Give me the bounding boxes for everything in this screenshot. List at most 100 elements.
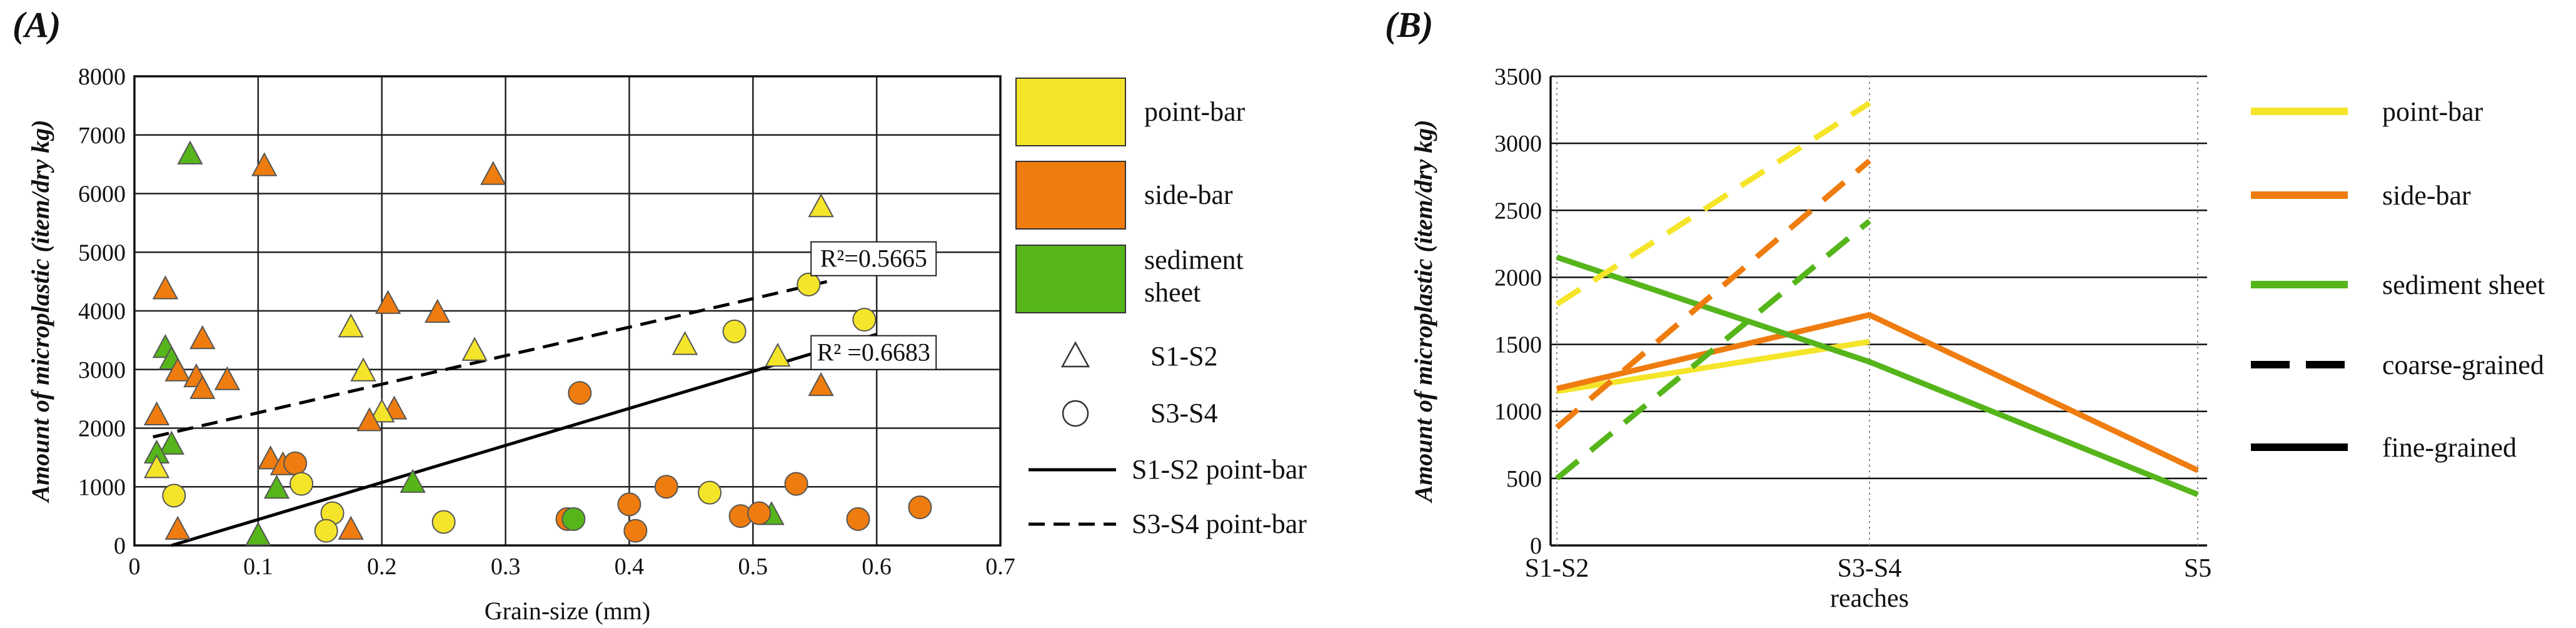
series-line-side-bar-fine-grained bbox=[1556, 311, 2199, 474]
legend-swatch-sediment-sheet bbox=[1015, 245, 1126, 313]
legend-marker-triangle bbox=[1060, 341, 1090, 368]
data-point-circle-point-bar bbox=[722, 319, 747, 343]
data-point-circle-side-bar bbox=[568, 381, 592, 405]
data-point-triangle-sediment-sheet bbox=[400, 468, 426, 493]
legend-label-sediment-sheet: sheet bbox=[1144, 277, 1200, 308]
data-point-triangle-side-bar bbox=[214, 366, 241, 390]
data-point-circle-side-bar bbox=[846, 507, 870, 531]
y-tick-label: 0 bbox=[114, 533, 126, 559]
legend-label-s12-line: S1-S2 point-bar bbox=[1132, 454, 1307, 485]
y-tick-label: 4000 bbox=[78, 298, 126, 325]
legend-swatch-side-bar bbox=[1015, 161, 1126, 230]
x-tick-label: 0.2 bbox=[367, 554, 397, 580]
y-axis-title: Amount of microplastic (item/dry kg) bbox=[1409, 119, 1437, 504]
y-tick-label: 2500 bbox=[1494, 198, 1542, 224]
data-point-circle-side-bar bbox=[784, 472, 808, 496]
x-tick-label: 0.5 bbox=[738, 554, 768, 580]
data-point-circle-side-bar bbox=[617, 492, 641, 517]
line-chart-b: 0 500 1000 1500 2000 2500 3000 3500 S1-S2 S3-S4 S5… bbox=[1409, 64, 2545, 613]
data-point-triangle-point-bar bbox=[808, 193, 834, 218]
data-point-circle-point-bar bbox=[162, 484, 186, 508]
x-tick-label: 0.6 bbox=[862, 554, 892, 580]
data-point-triangle-side-bar bbox=[251, 152, 278, 176]
series-line-point-bar-coarse-grained bbox=[1555, 101, 1871, 307]
y-tick-label: 8000 bbox=[78, 64, 126, 90]
data-point-triangle-sediment-sheet bbox=[177, 140, 203, 165]
data-point-triangle-side-bar bbox=[143, 401, 170, 426]
data-point-triangle-point-bar bbox=[350, 357, 376, 382]
plot-frame bbox=[133, 75, 1002, 547]
data-point-triangle-side-bar bbox=[152, 275, 179, 300]
y-tick-label: 3500 bbox=[1494, 64, 1542, 90]
legend-label-s1-s2: S1-S2 bbox=[1150, 341, 1218, 372]
data-point-triangle-side-bar bbox=[480, 161, 506, 185]
data-point-triangle-side-bar bbox=[375, 290, 401, 314]
y-tick-label: 2000 bbox=[78, 416, 126, 442]
legend-label-side-bar: side-bar bbox=[1144, 180, 1233, 210]
data-point-triangle-side-bar bbox=[164, 357, 191, 382]
data-point-triangle-side-bar bbox=[808, 372, 834, 397]
data-point-triangle-point-bar bbox=[338, 313, 364, 338]
x-category-label-s5: S5 bbox=[2184, 554, 2211, 583]
scatter-chart-a: 0 0.1 0.2 0.3 0.4 0.5 0.6 0.7 0 1000 2000 3000 4000 5… bbox=[26, 64, 1307, 625]
data-point-triangle-point-bar bbox=[765, 343, 791, 367]
series-line-sediment-sheet-coarse-grained bbox=[1555, 218, 1871, 481]
x-tick-label: 0.1 bbox=[243, 554, 273, 580]
y-tick-label: 2000 bbox=[1494, 265, 1542, 291]
trendline-s1-s2-point-bar bbox=[171, 333, 877, 547]
data-point-circle-side-bar bbox=[908, 495, 932, 520]
legend-label-s34-line: S3-S4 point-bar bbox=[1132, 509, 1307, 539]
x-tick-label: 0.7 bbox=[985, 554, 1015, 580]
data-point-triangle-side-bar bbox=[356, 407, 383, 432]
r2-label-box bbox=[810, 241, 937, 276]
x-axis-title: Grain-size (mm) bbox=[485, 597, 650, 625]
data-point-triangle-point-bar bbox=[143, 454, 170, 479]
r2-label: R²=0.5665 bbox=[820, 245, 927, 273]
legend-label-s3-s4: S3-S4 bbox=[1150, 398, 1218, 428]
data-point-triangle-point-bar bbox=[461, 337, 488, 361]
y-tick-label: 5000 bbox=[78, 240, 126, 266]
trendline-s3-s4-point-bar bbox=[153, 280, 828, 438]
series-line-sediment-sheet-fine-grained bbox=[1556, 255, 2199, 497]
data-point-triangle-side-bar bbox=[425, 298, 451, 323]
data-point-circle-side-bar bbox=[654, 475, 678, 499]
data-point-triangle-side-bar bbox=[189, 375, 216, 399]
legend-label-sediment-sheet: sediment sheet bbox=[2382, 270, 2545, 300]
legend-marker-circle bbox=[1062, 400, 1089, 427]
data-point-circle-side-bar bbox=[747, 501, 772, 525]
data-point-triangle-side-bar bbox=[189, 325, 216, 350]
y-tick-label: 1500 bbox=[1494, 332, 1542, 358]
legend-label-coarse-grained: coarse-grained bbox=[2382, 350, 2544, 380]
x-tick-label: 0.4 bbox=[615, 554, 645, 580]
legend-label-sediment-sheet: sediment bbox=[1144, 245, 1244, 275]
data-point-triangle-side-bar bbox=[338, 515, 364, 540]
data-point-triangle-point-bar bbox=[369, 398, 395, 423]
data-point-circle-point-bar bbox=[314, 519, 338, 543]
panel-a-label: (A) bbox=[13, 4, 61, 45]
data-point-triangle-sediment-sheet bbox=[263, 474, 290, 499]
y-axis-title: Amount of microplastic (item/dry kg) bbox=[26, 119, 54, 504]
x-tick-label: 0.3 bbox=[491, 554, 521, 580]
y-tick-label: 1000 bbox=[78, 474, 126, 500]
r2-label-box bbox=[810, 335, 937, 370]
y-tick-label: 0 bbox=[1530, 533, 1542, 559]
legend-label-side-bar: side-bar bbox=[2382, 180, 2471, 211]
y-tick-label: 3000 bbox=[78, 357, 126, 383]
data-point-circle-point-bar bbox=[852, 308, 877, 332]
data-point-triangle-sediment-sheet bbox=[158, 430, 185, 455]
legend-label-point-bar: point-bar bbox=[1144, 96, 1245, 127]
data-point-circle-point-bar bbox=[289, 472, 314, 496]
legend-label-fine-grained: fine-grained bbox=[2382, 432, 2517, 463]
y-tick-label: 3000 bbox=[1494, 131, 1542, 157]
x-category-label-s1-s2: S1-S2 bbox=[1525, 554, 1589, 583]
data-point-triangle-side-bar bbox=[164, 515, 191, 540]
panel-b-label: (B) bbox=[1385, 4, 1434, 45]
legend-swatch-point-bar bbox=[1015, 78, 1126, 146]
data-point-triangle-sediment-sheet bbox=[245, 521, 271, 546]
data-point-circle-point-bar bbox=[797, 272, 821, 296]
data-point-circle-point-bar bbox=[431, 510, 456, 534]
data-point-triangle-point-bar bbox=[672, 331, 698, 355]
series-line-side-bar-coarse-grained bbox=[1555, 158, 1871, 430]
x-axis-title: reaches bbox=[1830, 584, 1909, 613]
